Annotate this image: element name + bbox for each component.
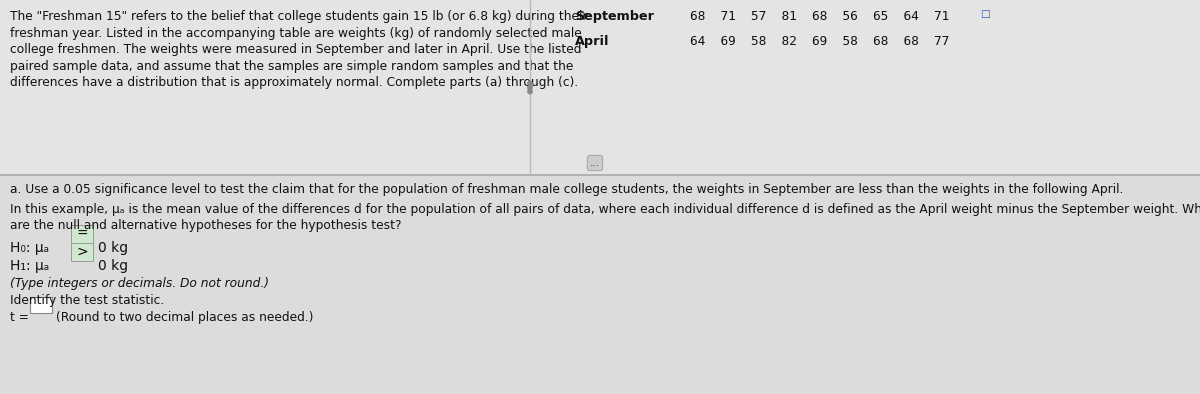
- Text: are the null and alternative hypotheses for the hypothesis test?: are the null and alternative hypotheses …: [10, 219, 402, 232]
- Text: college freshmen. The weights were measured in September and later in April. Use: college freshmen. The weights were measu…: [10, 43, 582, 56]
- Text: =: =: [76, 227, 88, 241]
- Text: paired sample data, and assume that the samples are simple random samples and th: paired sample data, and assume that the …: [10, 59, 574, 72]
- FancyBboxPatch shape: [0, 175, 1200, 394]
- FancyBboxPatch shape: [71, 225, 94, 243]
- Text: 68  71  57  81  68  56  65  64  71: 68 71 57 81 68 56 65 64 71: [690, 10, 949, 23]
- Text: 0 kg: 0 kg: [98, 241, 128, 255]
- Text: H₀: μₐ: H₀: μₐ: [10, 241, 49, 255]
- FancyBboxPatch shape: [0, 0, 1200, 175]
- Text: H₁: μₐ: H₁: μₐ: [10, 259, 49, 273]
- Text: □: □: [980, 9, 990, 19]
- Text: ...: ...: [590, 158, 600, 168]
- Text: freshman year. Listed in the accompanying table are weights (kg) of randomly sel: freshman year. Listed in the accompanyin…: [10, 26, 582, 39]
- Circle shape: [528, 81, 533, 86]
- Text: Identify the test statistic.: Identify the test statistic.: [10, 294, 164, 307]
- FancyBboxPatch shape: [30, 297, 52, 313]
- Text: differences have a distribution that is approximately normal. Complete parts (a): differences have a distribution that is …: [10, 76, 578, 89]
- Text: t =: t =: [10, 311, 29, 324]
- Text: >: >: [76, 245, 88, 259]
- Text: The "Freshman 15" refers to the belief that college students gain 15 lb (or 6.8 : The "Freshman 15" refers to the belief t…: [10, 10, 588, 23]
- Circle shape: [528, 85, 533, 90]
- Text: In this example, μₐ is the mean value of the differences d for the population of: In this example, μₐ is the mean value of…: [10, 203, 1200, 216]
- Text: September: September: [575, 10, 654, 23]
- Circle shape: [528, 89, 533, 94]
- Text: (Type integers or decimals. Do not round.): (Type integers or decimals. Do not round…: [10, 277, 269, 290]
- Text: 64  69  58  82  69  58  68  68  77: 64 69 58 82 69 58 68 68 77: [690, 35, 949, 48]
- Text: a. Use a 0.05 significance level to test the claim that for the population of fr: a. Use a 0.05 significance level to test…: [10, 183, 1123, 196]
- Text: April: April: [575, 35, 610, 48]
- Text: (Round to two decimal places as needed.): (Round to two decimal places as needed.): [56, 311, 313, 324]
- Text: 0 kg: 0 kg: [98, 259, 128, 273]
- FancyBboxPatch shape: [71, 243, 94, 261]
